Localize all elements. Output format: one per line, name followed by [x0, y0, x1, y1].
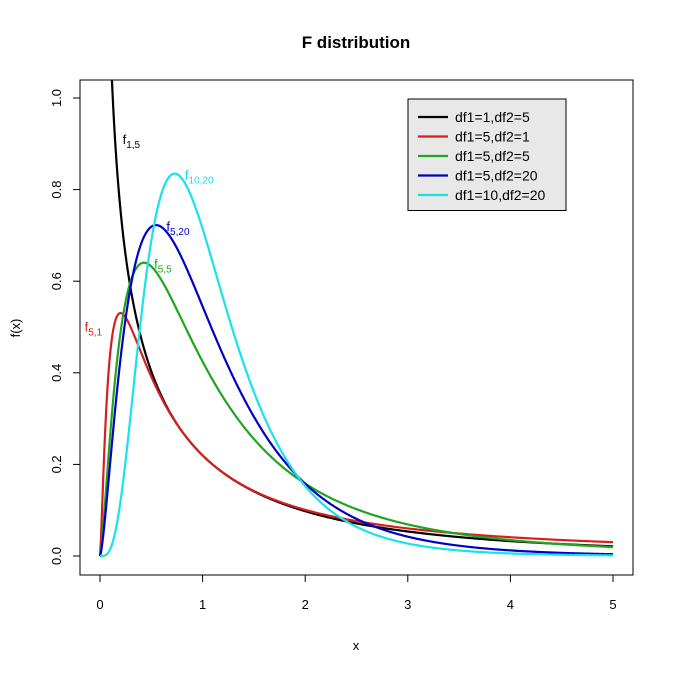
- series-line-1-5: [110, 80, 614, 548]
- curve-label-1-5: f1,5: [123, 132, 141, 151]
- y-tick-label: 0.8: [49, 181, 64, 199]
- curve-label-5-1: f5,1: [85, 320, 103, 339]
- x-tick-label: 2: [302, 597, 309, 612]
- curve-label-5-20: f5,20: [166, 219, 190, 238]
- legend-entry-label: df1=10,df2=20: [455, 187, 546, 203]
- curve-label-5-5: f5,5: [154, 257, 172, 276]
- x-tick-label: 0: [96, 597, 103, 612]
- legend-entry-label: df1=5,df2=1: [455, 129, 530, 145]
- legend-entry-label: df1=5,df2=5: [455, 148, 530, 164]
- legend: df1=1,df2=5 df1=5,df2=1 df1=5,df2=5 df1=5,d…: [407, 98, 567, 211]
- curve-label-10-20: f10,20: [185, 168, 214, 187]
- series-line-5-5: [98, 261, 614, 557]
- y-axis: 0.0 0.2 0.4 0.6 0.8 1.0: [49, 89, 81, 565]
- x-tick-label: 3: [404, 597, 411, 612]
- x-axis-label: x: [353, 638, 360, 653]
- x-axis: 0 1 2 3 4 5: [96, 574, 617, 612]
- x-tick-label: 1: [199, 597, 206, 612]
- x-tick-label: 4: [507, 597, 514, 612]
- curves-group: [98, 80, 614, 558]
- legend-entry-label: df1=1,df2=5: [455, 109, 530, 125]
- chart-title: F distribution: [302, 33, 411, 52]
- y-tick-label: 0.2: [49, 455, 64, 473]
- series-line-10-20: [100, 172, 614, 558]
- series-line-5-20: [98, 223, 614, 557]
- series-line-5-1: [98, 311, 614, 557]
- y-tick-label: 0.6: [49, 272, 64, 290]
- y-axis-label: f(x): [8, 319, 23, 338]
- y-tick-label: 0.4: [49, 364, 64, 382]
- curve-labels: f1,5 f5,1 f5,5 f5,20 f10,20: [85, 132, 214, 339]
- x-tick-label: 5: [609, 597, 616, 612]
- y-tick-label: 1.0: [49, 89, 64, 107]
- legend-entry-label: df1=5,df2=20: [455, 168, 538, 184]
- y-tick-label: 0.0: [49, 547, 64, 565]
